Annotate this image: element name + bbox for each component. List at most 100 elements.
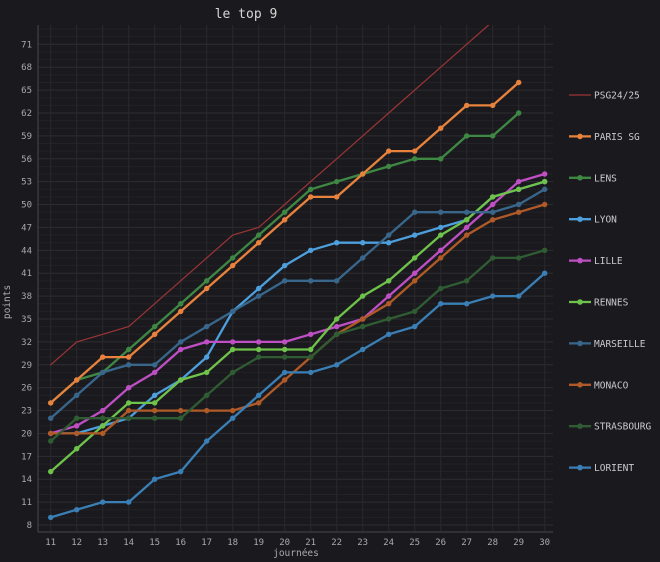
data-point xyxy=(386,331,392,337)
data-point xyxy=(542,171,548,177)
data-point xyxy=(126,346,132,353)
legend-label: LILLE xyxy=(594,256,623,267)
data-point xyxy=(74,377,80,383)
data-point xyxy=(48,430,54,437)
data-point xyxy=(490,217,496,223)
data-point xyxy=(516,293,522,299)
x-tick-label: 20 xyxy=(279,538,290,548)
legend-item-strasbourg: STRASBOURG xyxy=(569,422,651,433)
data-point xyxy=(100,430,106,437)
series-line-psg24-25 xyxy=(50,25,490,366)
data-point xyxy=(334,240,340,246)
data-point xyxy=(542,178,548,185)
data-point xyxy=(438,125,444,131)
legend-label: LYON xyxy=(594,215,617,226)
data-point xyxy=(178,339,184,345)
data-point xyxy=(126,407,132,414)
data-point xyxy=(360,171,366,177)
y-tick-label: 23 xyxy=(21,407,32,417)
x-tick-label: 23 xyxy=(357,538,368,548)
data-point xyxy=(126,362,132,368)
data-point xyxy=(178,301,184,307)
data-point xyxy=(542,270,548,276)
data-point xyxy=(282,369,288,376)
x-axis-label: journées xyxy=(273,548,319,559)
data-point xyxy=(100,499,106,505)
data-point xyxy=(516,178,522,185)
data-point xyxy=(490,102,496,109)
data-point xyxy=(230,339,236,345)
data-point xyxy=(178,415,184,421)
series-lorient xyxy=(48,270,548,521)
data-point xyxy=(386,148,392,154)
data-point xyxy=(100,407,106,414)
legend-label: PARIS SG xyxy=(594,132,640,143)
data-point xyxy=(334,323,340,330)
data-point xyxy=(282,339,288,345)
series-layer xyxy=(48,25,548,521)
legend-label: LENS xyxy=(594,173,617,184)
data-point xyxy=(100,354,106,360)
data-point xyxy=(282,262,288,269)
data-point xyxy=(48,415,54,421)
series-line-monaco xyxy=(49,203,546,435)
data-point xyxy=(360,255,366,261)
data-point xyxy=(178,308,184,315)
legend-swatch-dot xyxy=(577,216,583,222)
data-point xyxy=(230,346,236,353)
series-line-lorient xyxy=(49,272,546,519)
data-point xyxy=(256,392,262,398)
data-point xyxy=(542,247,548,253)
data-point xyxy=(542,186,548,192)
data-point xyxy=(74,446,80,452)
data-point xyxy=(464,224,470,231)
data-point xyxy=(256,354,262,360)
x-tick-label: 24 xyxy=(383,538,394,548)
y-tick-label: 41 xyxy=(21,269,32,279)
y-tick-label: 56 xyxy=(21,155,32,165)
data-point xyxy=(204,339,210,345)
data-point xyxy=(360,240,366,246)
data-point xyxy=(48,438,54,444)
x-tick-label: 14 xyxy=(123,538,134,548)
data-point xyxy=(490,201,496,208)
x-tick-label: 15 xyxy=(149,538,160,548)
x-tick-label: 21 xyxy=(305,538,316,548)
data-point xyxy=(464,209,470,215)
data-point xyxy=(412,323,418,330)
data-point xyxy=(516,201,522,208)
data-point xyxy=(438,285,444,292)
x-tick-label: 25 xyxy=(409,538,420,548)
data-point xyxy=(100,415,106,421)
data-point xyxy=(386,232,392,238)
data-point xyxy=(178,377,184,383)
series-psg24-25 xyxy=(50,25,490,366)
chart-generated-layers: 8 11 14 17 20 23 26 29 32 35 38 41 44 47 50 53 56 59 62 65 6… xyxy=(21,25,651,548)
data-point xyxy=(204,407,210,414)
legend-swatch-dot xyxy=(577,423,583,430)
legend-label: MARSEILLE xyxy=(594,339,646,350)
legend-swatch-dot xyxy=(577,175,583,181)
x-tick-label: 27 xyxy=(461,538,472,548)
legend-item-psg24-25: PSG24/25 xyxy=(569,91,640,102)
data-point xyxy=(464,278,470,284)
data-point xyxy=(334,194,340,200)
data-point xyxy=(152,392,158,398)
legend-swatch-dot xyxy=(577,382,583,388)
data-point xyxy=(152,476,158,482)
y-tick-label: 20 xyxy=(21,429,32,439)
data-point xyxy=(490,255,496,261)
data-point xyxy=(412,255,418,261)
data-point xyxy=(386,293,392,299)
y-tick-label: 38 xyxy=(21,292,32,302)
y-tick-label: 50 xyxy=(21,201,32,211)
x-tick-label: 26 xyxy=(435,538,446,548)
data-point xyxy=(126,400,132,406)
data-point xyxy=(282,209,288,215)
data-point xyxy=(282,354,288,360)
data-point xyxy=(542,201,548,208)
data-point xyxy=(256,285,262,292)
x-tick-label: 11 xyxy=(45,538,56,548)
